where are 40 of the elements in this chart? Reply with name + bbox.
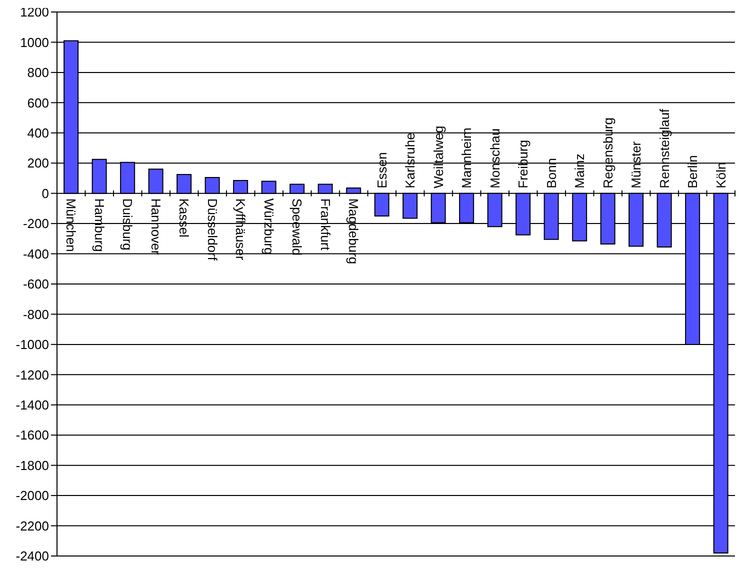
- y-tick-label: -2400: [16, 548, 49, 564]
- x-tick-label: Düsseldorf: [204, 198, 220, 261]
- x-tick-label: Mannheim: [459, 128, 474, 188]
- x-tick-label: Berlin: [685, 155, 700, 188]
- x-tick-label: Würzburg: [261, 198, 276, 255]
- x-tick-label: Rennsteiglauf: [656, 108, 672, 188]
- x-tick-label: Duisburg: [120, 198, 136, 250]
- y-tick-label: -2200: [16, 518, 49, 534]
- x-tick-label: Essen: [374, 152, 390, 188]
- x-tick-label: Karlsruhe: [402, 132, 418, 188]
- y-tick-label: -2000: [16, 488, 49, 504]
- x-tick-label: Kassel: [176, 198, 192, 238]
- y-tick-label: 0: [42, 186, 49, 201]
- x-tick-label: Hamburg: [92, 198, 107, 252]
- y-tick-label: -1400: [16, 397, 49, 412]
- x-tick-label: Regensburg: [600, 118, 616, 188]
- x-tick-label: Kyffhäuser: [233, 198, 248, 261]
- x-tick-label: Mainz: [572, 154, 588, 188]
- x-tick-label: Frankfurt: [318, 198, 333, 251]
- y-tick-label: 800: [27, 65, 49, 80]
- x-tick-label: München: [64, 198, 79, 252]
- y-tick-label: 400: [27, 126, 49, 140]
- y-tick-label: -1000: [16, 337, 49, 352]
- y-tick-label: 200: [27, 156, 49, 171]
- y-tick-label: -1600: [16, 428, 49, 443]
- y-tick-label: 600: [27, 95, 49, 110]
- y-tick-label: -1200: [16, 367, 49, 382]
- x-tick-label: Bonn: [544, 158, 559, 188]
- y-tick-label: -800: [22, 306, 49, 322]
- x-tick-label: Magdeburg: [346, 198, 362, 264]
- y-tick-label: -200: [22, 216, 49, 232]
- x-tick-label: Freiburg: [516, 140, 531, 188]
- y-tick-label: 1000: [20, 34, 49, 50]
- y-tick-label: -400: [22, 246, 49, 262]
- x-tick-label: Monschau: [487, 128, 502, 188]
- x-tick-label: Münster: [628, 140, 644, 188]
- x-tick-label: Weiltalweg: [430, 126, 446, 188]
- y-tick-label: -600: [22, 276, 49, 292]
- x-tick-label: Köln: [713, 162, 728, 188]
- y-tick-label: -1800: [16, 458, 49, 473]
